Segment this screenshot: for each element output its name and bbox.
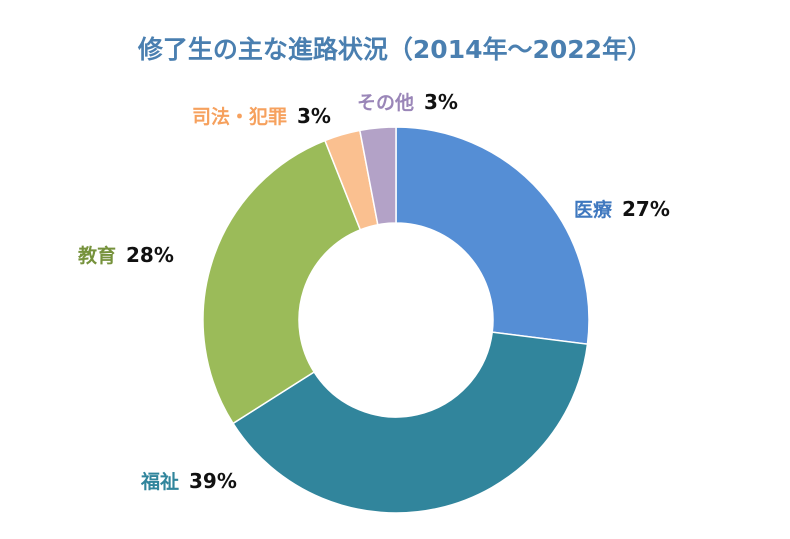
slice-name-4: その他: [357, 91, 414, 114]
slice-value-4: 3%: [424, 90, 458, 114]
slice-name-2: 教育: [78, 244, 116, 267]
slice-name-1: 福祉: [140, 470, 179, 493]
slice-label-4: その他 3%: [357, 90, 458, 114]
slice-label-1: 福祉 39%: [140, 469, 237, 493]
slice-label-3: 司法・犯罪 3%: [192, 104, 331, 128]
slice-2: [203, 141, 360, 424]
slice-label-0: 医療 27%: [574, 197, 670, 221]
slice-value-0: 27%: [622, 197, 670, 221]
slice-value-3: 3%: [297, 104, 331, 128]
slice-name-0: 医療: [574, 198, 613, 221]
slice-name-3: 司法・犯罪: [192, 105, 287, 128]
slice-label-2: 教育 28%: [78, 243, 174, 267]
slice-value-2: 28%: [126, 243, 174, 267]
slice-value-1: 39%: [189, 469, 237, 493]
slice-0: [396, 127, 589, 344]
